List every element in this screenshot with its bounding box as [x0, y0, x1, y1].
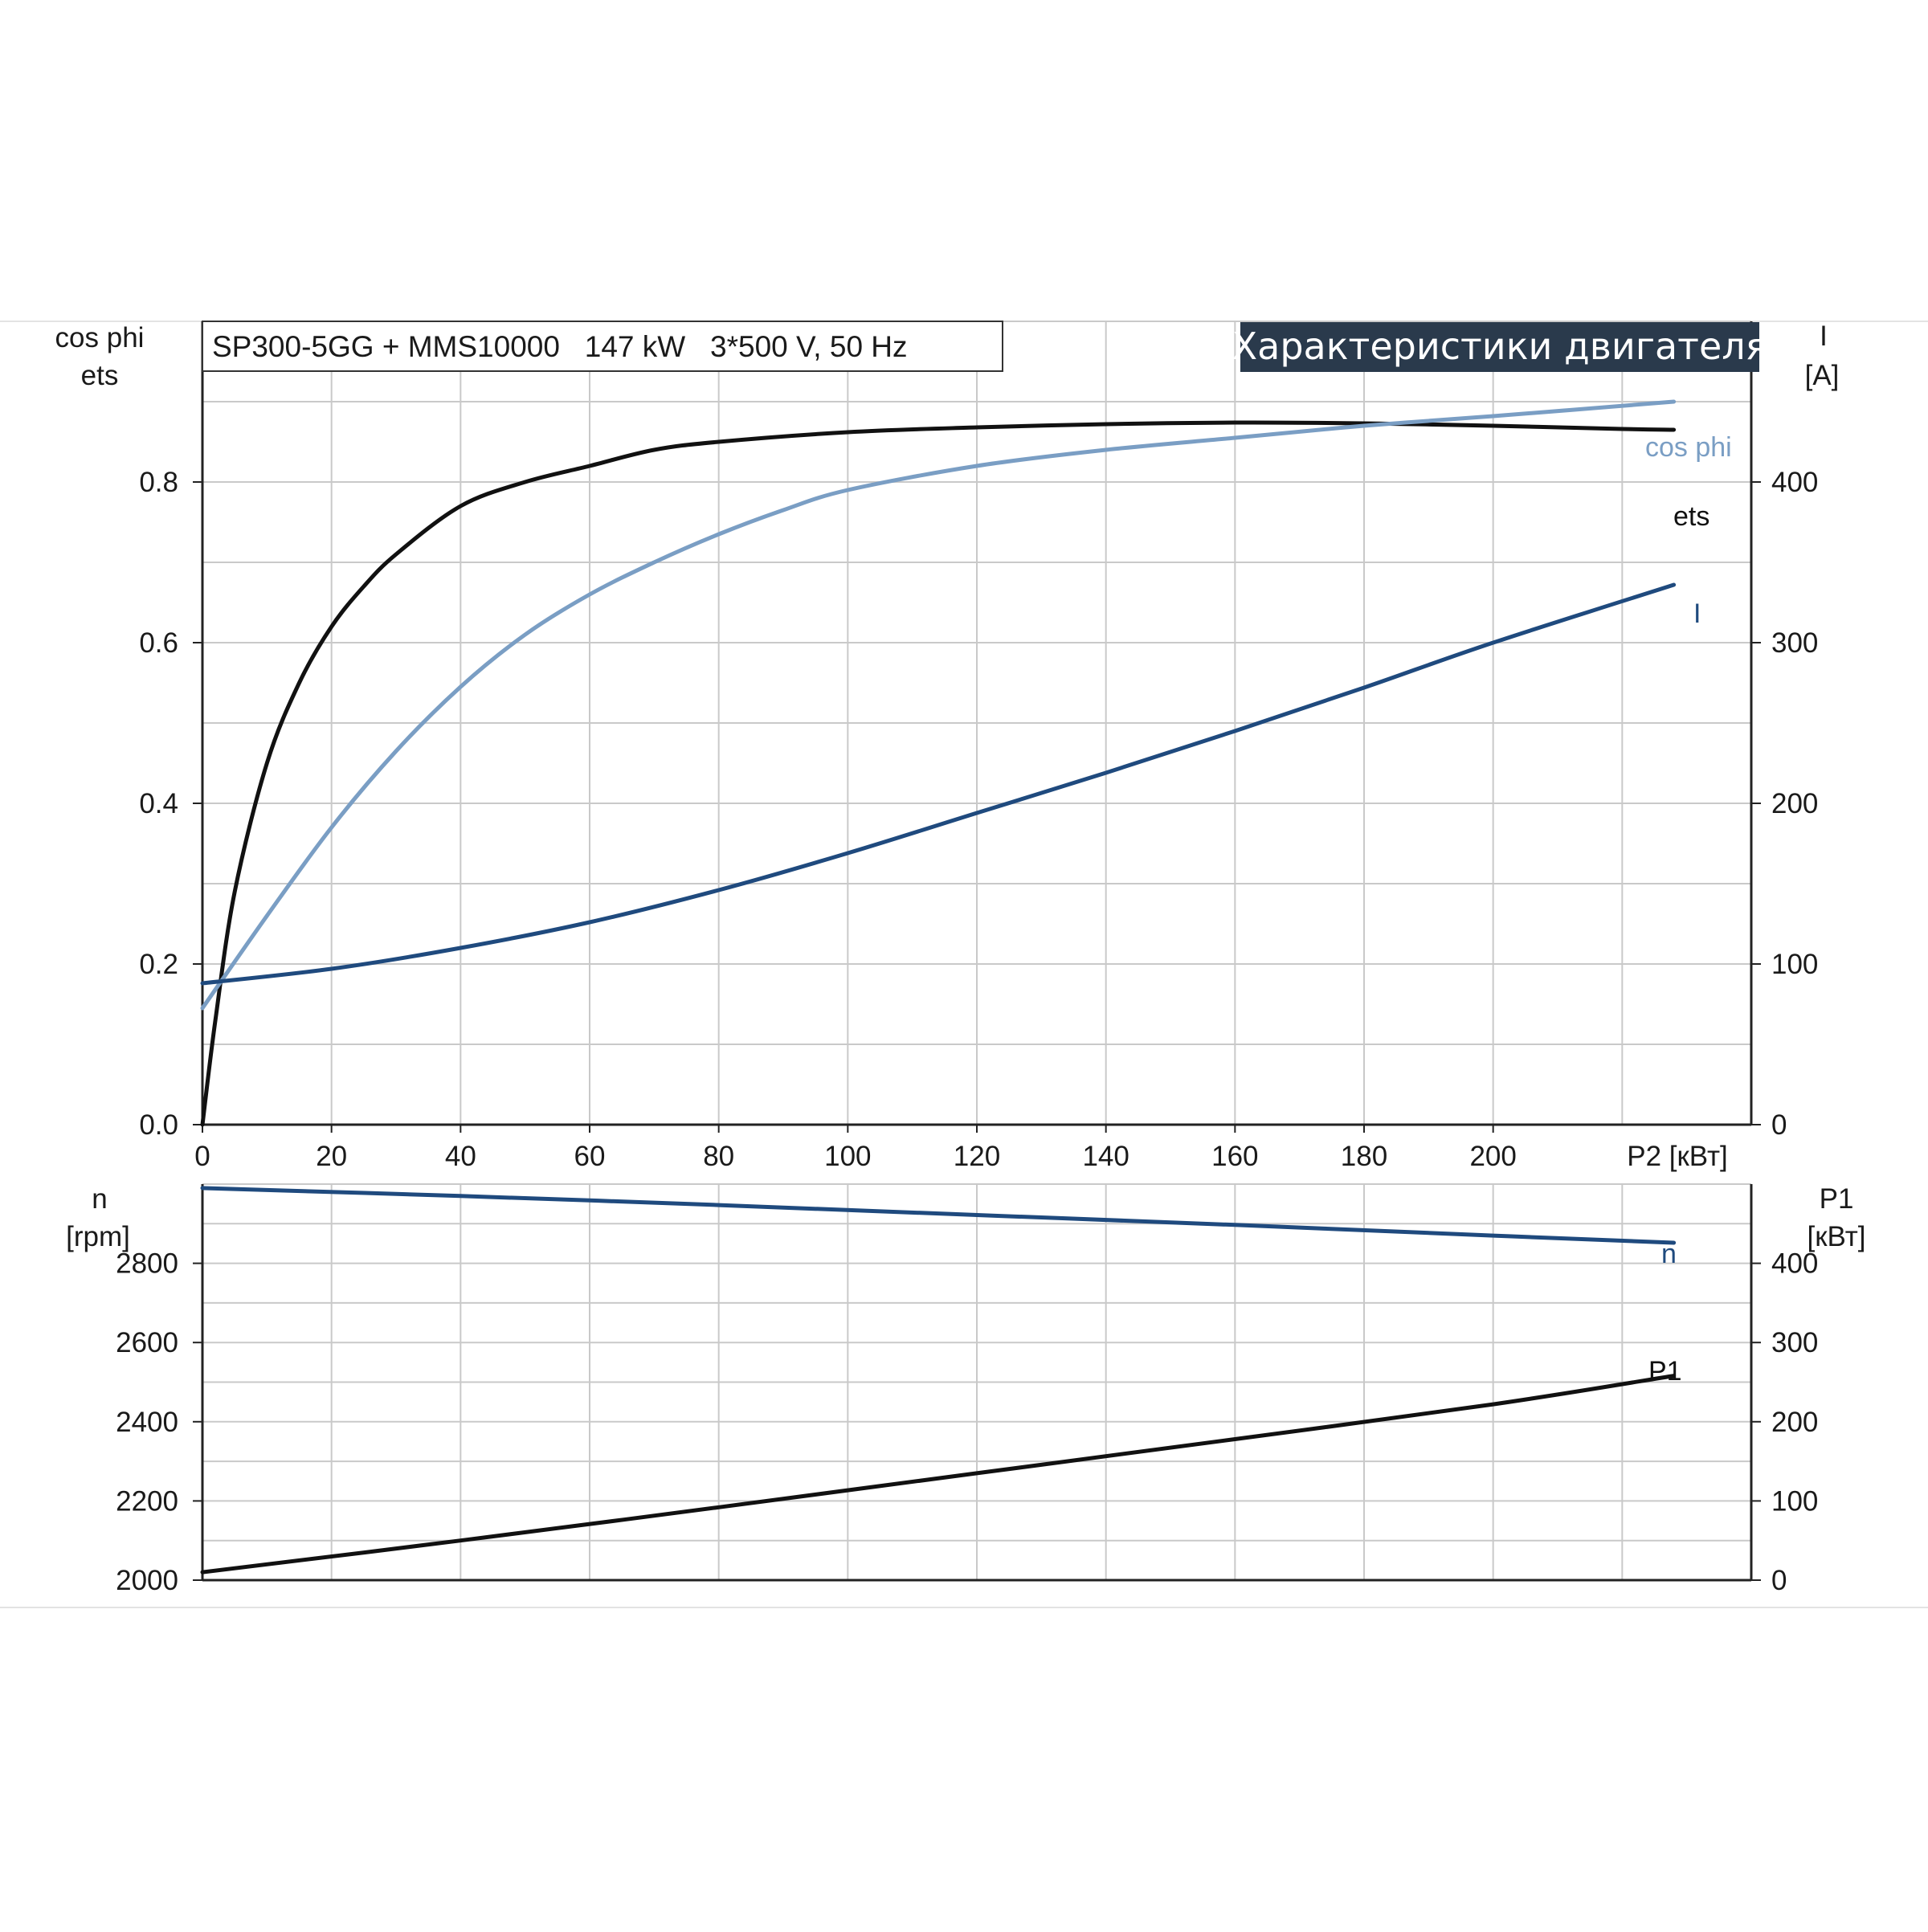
series-line-p1: [200, 1374, 1677, 1575]
x-tick-label: 40: [445, 1141, 476, 1172]
x-tick-label: 180: [1341, 1141, 1387, 1172]
x-tick-label: 20: [316, 1141, 347, 1172]
x-tick-label: 0: [194, 1141, 210, 1172]
speed-series-label: n: [1661, 1239, 1677, 1269]
left-tick-label: 2600: [116, 1327, 178, 1358]
lower-right-axis-label-p1: P1: [1820, 1183, 1854, 1215]
badge-text: Характеристики двигателя: [1232, 325, 1768, 368]
lower-right-axis-label-kw: [кВт]: [1808, 1221, 1866, 1252]
lower-left-axis-label-rpm: [rpm]: [66, 1221, 130, 1252]
power-input-series-label: P1: [1648, 1356, 1682, 1387]
x-axis-label-p2: P2 [кВт]: [1627, 1141, 1728, 1172]
left-tick-label: 0.0: [139, 1109, 178, 1141]
right-tick-label: 200: [1771, 788, 1818, 819]
right-tick-label: 0: [1771, 1565, 1787, 1596]
lower-plot-ticks: 2000 2200 2400 2600 2800 0 100 200 300 400: [116, 1248, 1818, 1596]
series-line-i: [200, 582, 1677, 986]
lower-plot-grid: [201, 1183, 1753, 1582]
left-tick-label: 2000: [116, 1565, 178, 1596]
ets-series-label: ets: [1673, 501, 1709, 532]
x-tick-label: 120: [954, 1141, 1000, 1172]
lower-left-axis-label-n: n: [92, 1183, 107, 1215]
left-axis-label-cos-phi: cos phi: [55, 322, 145, 353]
upper-plot-grid: [201, 321, 1753, 1126]
right-tick-label: 100: [1771, 949, 1818, 980]
x-tick-label: 200: [1469, 1141, 1516, 1172]
left-tick-label: 0.4: [139, 788, 178, 819]
x-tick-label: 160: [1211, 1141, 1258, 1172]
x-tick-label: 80: [703, 1141, 734, 1172]
right-tick-label: 300: [1771, 1327, 1818, 1358]
right-axis-label-a: [A]: [1805, 360, 1840, 391]
series-line-ets: [200, 420, 1677, 1127]
badge-background: [1240, 322, 1759, 372]
left-tick-label: 2800: [116, 1248, 178, 1280]
left-tick-label: 0.8: [139, 467, 178, 498]
left-axis-label-ets: ets: [81, 360, 119, 391]
right-tick-label: 100: [1771, 1485, 1818, 1517]
series-line-n: [200, 1186, 1677, 1245]
x-tick-label: 60: [574, 1141, 606, 1172]
title-box: [202, 321, 1003, 372]
upper-plot-series: [200, 399, 1677, 1127]
left-tick-label: 0.6: [139, 627, 178, 659]
right-axis-label-i: I: [1820, 321, 1828, 352]
left-tick-label: 0.2: [139, 949, 178, 980]
right-tick-label: 400: [1771, 467, 1818, 498]
upper-plot-ticks: 0 20 40 60 80 100 120 140 160 180 200 0.0 0.2 0.4 0.6 0…: [139, 467, 1818, 1172]
x-tick-label: 100: [824, 1141, 871, 1172]
left-tick-label: 2200: [116, 1485, 178, 1517]
series-line-cos-phi: [200, 399, 1677, 1011]
current-series-label: I: [1693, 598, 1701, 629]
x-tick-label: 140: [1082, 1141, 1129, 1172]
left-tick-label: 2400: [116, 1407, 178, 1438]
lower-plot-series: [200, 1186, 1677, 1575]
right-tick-label: 300: [1771, 627, 1818, 659]
right-tick-label: 400: [1771, 1248, 1818, 1280]
right-tick-label: 200: [1771, 1407, 1818, 1438]
cos-phi-series-label: cos phi: [1645, 432, 1732, 463]
right-tick-label: 0: [1771, 1109, 1787, 1141]
title-box-text: SP300-5GG + MMS10000 147 kW 3*500 V, 50 …: [212, 330, 908, 363]
